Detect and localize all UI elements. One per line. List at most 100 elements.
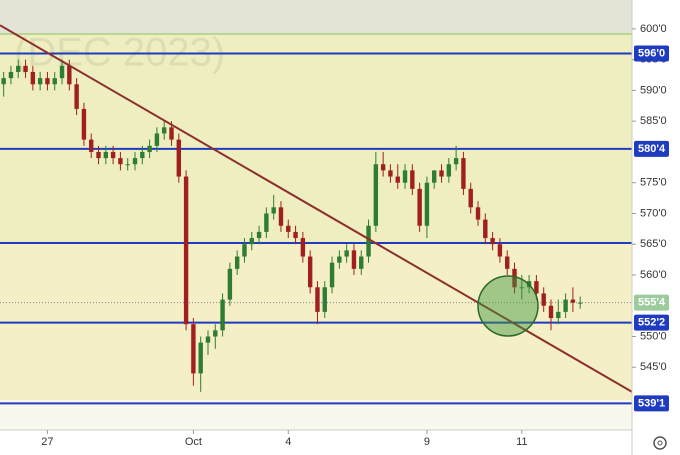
candle-body [8, 71, 14, 79]
candle-body [74, 84, 79, 109]
candle-body [154, 133, 160, 146]
candle-body [132, 158, 138, 165]
x-tick-label: 9 [424, 436, 430, 448]
candle-body [395, 176, 400, 183]
level-badge [634, 314, 669, 331]
level-label: 580'4 [638, 143, 666, 155]
y-tick-label: 550'0 [640, 330, 667, 342]
level-badge [634, 140, 669, 157]
level-label: 552'2 [638, 317, 665, 329]
y-tick-label: 600'0 [640, 23, 667, 35]
candle-body [45, 78, 50, 85]
candle-body [351, 250, 357, 269]
zone-bottom [0, 400, 632, 430]
candle-body [556, 311, 561, 319]
y-tick-label: 570'0 [640, 207, 667, 219]
candle-body [30, 71, 36, 85]
candle-body [183, 176, 189, 325]
candle-body [468, 188, 473, 208]
candle-body [337, 256, 342, 263]
candle-body [1, 78, 6, 85]
price-axis [632, 0, 680, 455]
candle-body [227, 268, 233, 300]
candle-body [380, 164, 386, 171]
candle-body [147, 145, 152, 152]
candle-body [169, 127, 174, 140]
candle-body [577, 302, 583, 304]
candle-body [286, 225, 291, 232]
trend-line [0, 24, 633, 393]
candle-body [322, 287, 327, 312]
candle-body [220, 299, 225, 331]
y-tick-label: 590'0 [640, 84, 667, 96]
candle-body [242, 244, 247, 257]
x-tick-label: 27 [41, 436, 53, 448]
last-price-label: 555'4 [638, 297, 666, 309]
candle-body [52, 78, 57, 85]
candle-body [410, 170, 415, 189]
zone-top [0, 0, 632, 34]
candle-body [264, 213, 269, 232]
candle-body [37, 78, 43, 85]
candle-body [519, 287, 525, 289]
candle-body [315, 287, 320, 312]
candle-body [453, 158, 459, 165]
candle-body [563, 299, 568, 312]
candle-body [118, 158, 123, 165]
candle-body [388, 170, 393, 177]
zone-low [0, 243, 632, 400]
candle-body [483, 219, 488, 239]
candle-body [81, 108, 87, 140]
candle-body [475, 207, 481, 220]
candle-body [402, 170, 408, 183]
time-axis [0, 430, 632, 455]
candle-body [256, 231, 262, 239]
candle-body [548, 305, 554, 319]
candle-body [417, 188, 422, 226]
y-tick-label: 585'0 [640, 115, 667, 127]
y-tick-label: 565'0 [640, 238, 667, 250]
last-price-badge [634, 294, 669, 311]
candle-body [307, 256, 313, 288]
y-tick-label: 560'0 [640, 269, 667, 281]
candle-body [505, 256, 510, 269]
candle-body [234, 256, 240, 269]
level-label: 539'1 [638, 397, 665, 409]
y-tick-label: 575'0 [640, 177, 667, 189]
candle-body [329, 262, 335, 288]
candle-body [103, 151, 109, 159]
level-label: 596'0 [638, 47, 665, 59]
candle-body [198, 342, 203, 374]
candle-body [541, 293, 546, 306]
candle-body [59, 65, 65, 79]
candle-body [359, 256, 364, 269]
candle-body [249, 238, 254, 245]
candle-body [67, 65, 72, 85]
candle-body [461, 158, 466, 189]
candle-body [344, 250, 349, 257]
level-badge [634, 45, 669, 62]
candle-body [512, 268, 517, 288]
candle-body [570, 299, 576, 303]
candle-body [490, 238, 495, 245]
gear-center[interactable] [657, 440, 663, 446]
candle-body [213, 330, 218, 337]
highlight-circle [477, 275, 539, 337]
candle-body [176, 139, 181, 177]
candle-body [278, 207, 284, 226]
level-badge [634, 395, 669, 412]
candle-body [271, 207, 276, 214]
candle-body [424, 182, 430, 226]
candle-body [16, 65, 21, 72]
candle-body [373, 164, 379, 226]
gear[interactable] [653, 436, 667, 450]
candle-body [96, 151, 101, 159]
plot [0, 24, 633, 405]
candle-body [432, 170, 437, 183]
candle-body [366, 225, 371, 257]
candle-body [140, 151, 145, 159]
candle-body [89, 139, 94, 152]
settings-icon[interactable] [653, 436, 667, 450]
